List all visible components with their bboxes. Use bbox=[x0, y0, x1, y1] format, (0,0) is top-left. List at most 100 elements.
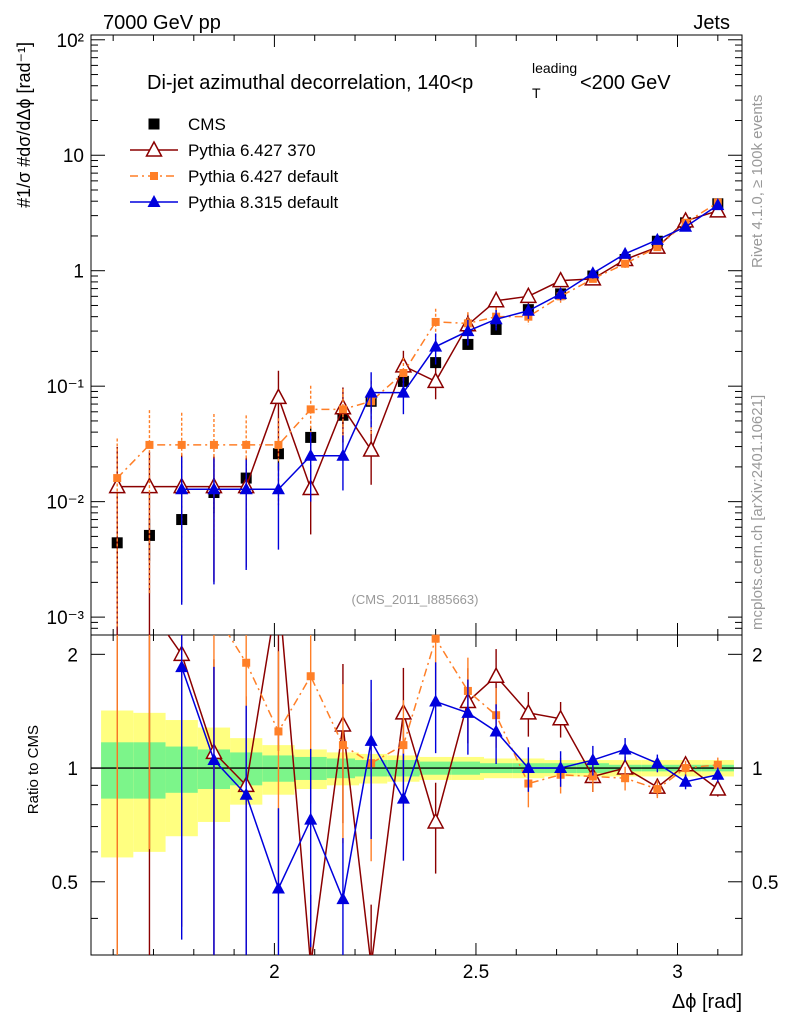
y-tick-label-top: 10⁻¹ bbox=[47, 377, 85, 398]
legend-entry: Pythia 8.315 default bbox=[130, 193, 339, 212]
y-tick-label-ratio-right: 2 bbox=[752, 645, 763, 666]
ratio-point bbox=[621, 774, 630, 783]
y-tick-label-ratio-right: 0.5 bbox=[752, 873, 778, 894]
ratio-point bbox=[364, 733, 378, 746]
legend-marker bbox=[148, 118, 160, 130]
y-tick-label-ratio: 0.5 bbox=[52, 873, 78, 894]
ratio-point bbox=[239, 787, 253, 800]
series-line bbox=[116, 201, 719, 479]
ratio-point bbox=[487, 666, 505, 683]
side-label-top: Rivet 4.1.0, ≥ 100k events bbox=[749, 95, 766, 268]
ratio-point bbox=[711, 767, 725, 780]
ratio-point bbox=[336, 892, 350, 905]
data-point bbox=[364, 385, 378, 398]
title-sup: leading bbox=[532, 60, 577, 76]
series-py6_370 bbox=[108, 201, 727, 635]
ratio-point bbox=[242, 658, 251, 667]
ratio-point bbox=[519, 703, 538, 720]
data-point bbox=[653, 243, 662, 252]
data-point bbox=[586, 266, 600, 279]
data-point bbox=[519, 286, 538, 304]
data-point bbox=[426, 371, 445, 389]
ratio-point bbox=[650, 756, 664, 769]
ratio-point bbox=[306, 672, 315, 681]
ratio-point bbox=[521, 761, 535, 774]
ratio-point bbox=[207, 753, 221, 766]
data-point bbox=[621, 259, 630, 268]
ratio-series-py8 bbox=[175, 635, 725, 955]
ratio-point bbox=[551, 709, 570, 726]
y-axis-label-top: #1/σ #dσ/dΔϕ [rad⁻¹] bbox=[14, 42, 34, 208]
ratio-point bbox=[713, 760, 722, 769]
ratio-point bbox=[681, 764, 690, 773]
data-point bbox=[274, 440, 283, 449]
ratio-uncertainty-band bbox=[101, 710, 734, 858]
x-axis-label: Δϕ [rad] bbox=[672, 991, 742, 1013]
ratio-point bbox=[489, 724, 503, 737]
legend: CMS Pythia 6.427 370 Pythia 6.427 default P… bbox=[130, 115, 339, 212]
header-right: Jets bbox=[693, 12, 730, 34]
data-point bbox=[679, 219, 693, 232]
y-tick-label-top: 10² bbox=[57, 31, 84, 52]
title-sub: T bbox=[532, 85, 541, 101]
y-axis-label-ratio: Ratio to CMS bbox=[25, 725, 42, 814]
ratio-point bbox=[426, 812, 445, 829]
data-point bbox=[175, 482, 189, 495]
ratio-point bbox=[338, 741, 347, 750]
legend-marker bbox=[147, 195, 161, 207]
ratio-point bbox=[554, 761, 568, 774]
legend-label: Pythia 6.427 370 bbox=[188, 141, 316, 160]
legend-entry: Pythia 6.427 default bbox=[130, 167, 339, 186]
data-point bbox=[588, 274, 597, 283]
side-label-bottom: mcplots.cern.ch [arXiv:2401.10621] bbox=[749, 395, 766, 630]
y-tick-label-ratio: 2 bbox=[67, 645, 78, 666]
x-tick-label: 2 bbox=[269, 962, 280, 983]
ratio-point bbox=[429, 694, 443, 707]
y-tick-label-ratio: 1 bbox=[67, 759, 78, 780]
data-point bbox=[650, 232, 664, 245]
y-tick-label-ratio-right: 1 bbox=[752, 759, 763, 780]
data-point bbox=[399, 369, 408, 378]
data-series bbox=[108, 198, 727, 955]
legend-label: Pythia 8.315 default bbox=[188, 193, 339, 212]
y-tick-label-top: 10 bbox=[63, 146, 84, 167]
title-main: Di-jet azimuthal decorrelation, 140<p bbox=[147, 72, 473, 94]
data-point bbox=[336, 448, 350, 461]
ratio-point bbox=[271, 881, 285, 894]
data-point bbox=[618, 246, 632, 259]
data-point bbox=[489, 312, 503, 325]
legend-entry: CMS bbox=[148, 115, 226, 134]
data-point bbox=[271, 482, 285, 495]
header-left: 7000 GeV pp bbox=[103, 12, 221, 34]
plot-title: Di-jet azimuthal decorrelation, 140<p le… bbox=[147, 60, 671, 101]
ratio-line bbox=[227, 635, 718, 790]
x-tick-label: 3 bbox=[672, 962, 683, 983]
ratio-line bbox=[180, 666, 718, 902]
ratio-point bbox=[586, 753, 600, 766]
ratio-series-py6_default bbox=[116, 634, 722, 955]
ratio-point bbox=[175, 660, 189, 673]
ratio-point bbox=[709, 779, 727, 796]
data-point bbox=[269, 387, 288, 405]
data-point bbox=[429, 339, 443, 352]
legend-label: CMS bbox=[188, 115, 226, 134]
data-point bbox=[145, 440, 154, 449]
ratio-point bbox=[653, 785, 662, 794]
data-point bbox=[711, 198, 725, 211]
data-point bbox=[396, 385, 410, 398]
x-tick-label: 2.5 bbox=[463, 962, 489, 983]
legend-label: Pythia 6.427 default bbox=[188, 167, 339, 186]
data-point bbox=[113, 474, 122, 483]
data-point bbox=[338, 405, 347, 414]
series-data bbox=[111, 198, 724, 576]
data-point bbox=[306, 405, 315, 414]
ratio-point bbox=[618, 742, 632, 755]
ratio-point bbox=[588, 772, 597, 781]
ratio-point bbox=[679, 774, 693, 787]
title-end: <200 GeV bbox=[580, 72, 671, 94]
y-tick-label-top: 1 bbox=[73, 262, 84, 283]
data-point bbox=[487, 291, 505, 308]
y-tick-label-top: 10⁻³ bbox=[47, 608, 85, 629]
data-point bbox=[431, 317, 440, 326]
